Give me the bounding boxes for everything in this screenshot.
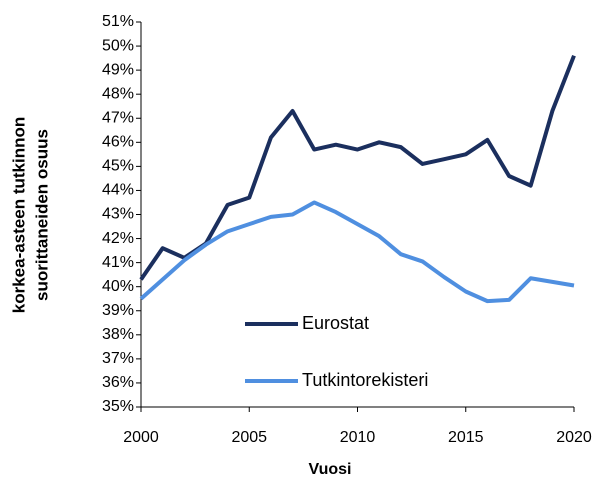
y-tick-label: 40% (102, 278, 134, 295)
y-tick-label: 47% (102, 109, 134, 126)
y-tick-label: 36% (102, 374, 134, 391)
x-tick-label: 2020 (556, 429, 592, 446)
y-tick-label: 39% (102, 302, 134, 319)
y-tick-label: 51% (102, 13, 134, 30)
x-tick-label: 2005 (231, 429, 267, 446)
y-tick-label: 44% (102, 182, 134, 199)
y-tick-label: 37% (102, 350, 134, 367)
series-line (139, 200, 575, 304)
y-tick-label: 43% (102, 206, 134, 223)
series-line (139, 54, 576, 281)
y-tick-label: 41% (102, 254, 134, 271)
y-axis-title: korkea-asteen tutkinnon (9, 117, 28, 314)
x-tick-label: 2010 (340, 429, 376, 446)
x-axis-title: Vuosi (309, 461, 352, 478)
y-tick-label: 49% (102, 61, 134, 78)
y-tick-label: 38% (102, 326, 134, 343)
legend-label: Tutkintorekisteri (302, 370, 428, 390)
y-tick-label: 42% (102, 230, 134, 247)
x-tick-label: 2015 (448, 429, 484, 446)
x-tick-label: 2000 (123, 429, 159, 446)
legend-label: Eurostat (302, 313, 369, 333)
y-tick-label: 45% (102, 158, 134, 175)
y-axis-title: suorittaneiden osuus (32, 129, 51, 301)
y-tick-label: 50% (102, 37, 134, 54)
y-tick-label: 46% (102, 134, 134, 151)
y-tick-label: 48% (102, 85, 134, 102)
y-tick-label: 35% (102, 398, 134, 415)
